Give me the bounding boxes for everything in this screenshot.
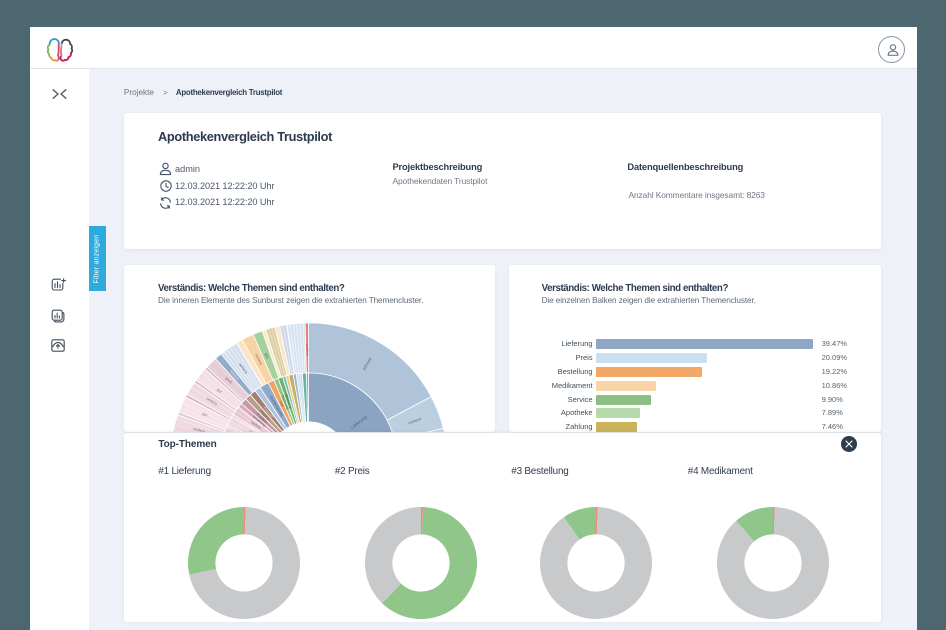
svg-text:weitere: weitere [192,427,205,433]
svg-text:weitere: weitere [254,353,263,366]
svg-text:gut: gut [263,352,270,360]
svg-text:weitere: weitere [237,362,248,375]
svg-text:groß: groß [224,376,233,385]
svg-text:Angebot: Angebot [258,409,270,421]
svg-text:gut: gut [248,429,254,432]
svg-text:Erfahrung: Erfahrung [284,394,292,409]
svg-text:Mail: Mail [278,400,284,408]
svg-text:schnell: schnell [361,357,372,371]
svg-text:Problem: Problem [255,412,267,424]
svg-text:weitere: weitere [250,420,262,430]
svg-text:gut: gut [215,388,222,395]
svg-text:weitere: weitere [205,397,218,407]
svg-text:weitere: weitere [407,416,422,426]
svg-text:Auswahl: Auswahl [262,406,274,419]
svg-text:Rechnung: Rechnung [280,395,289,411]
svg-text:weitere: weitere [229,370,240,381]
svg-text:gut: gut [201,412,208,418]
svg-text:weitere: weitere [305,344,310,357]
